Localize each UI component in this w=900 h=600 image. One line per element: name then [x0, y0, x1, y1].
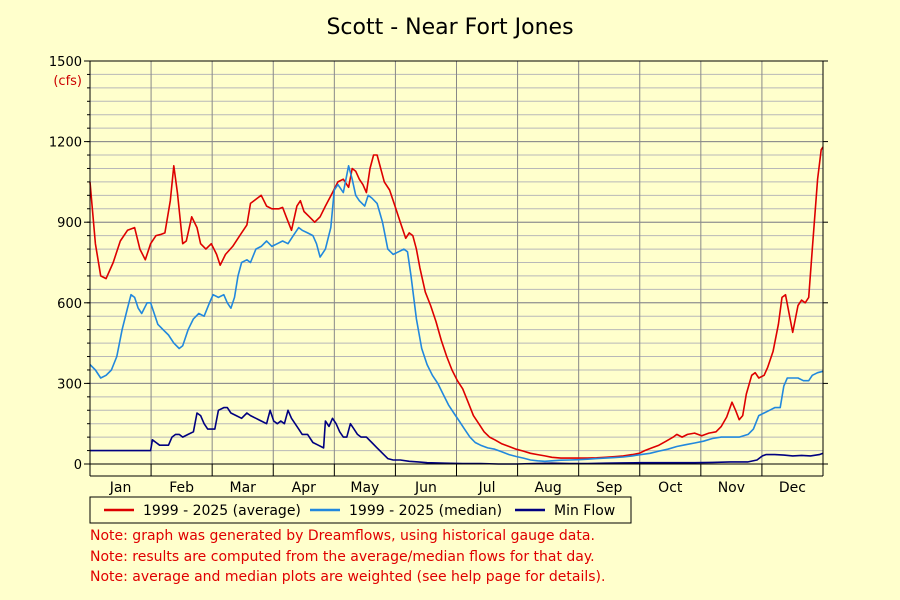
x-tick-label: Oct	[658, 480, 683, 496]
x-tick-label: Mar	[229, 480, 256, 496]
x-tick-label: Jun	[414, 480, 437, 496]
y-tick-label: 0	[74, 458, 82, 473]
legend-label: 1999 - 2025 (average)	[143, 503, 301, 519]
x-tick-label: Sep	[596, 480, 623, 496]
x-tick-label: Apr	[292, 480, 316, 496]
series-line-1	[89, 146, 824, 459]
x-tick-label: Aug	[534, 480, 561, 496]
y-tick-label: 1200	[49, 136, 82, 151]
y-tick-label: 900	[57, 216, 82, 231]
series-line-2	[89, 165, 824, 463]
legend-label: 1999 - 2025 (median)	[349, 503, 502, 519]
y-tick-label: 300	[57, 377, 82, 392]
x-tick-label: Feb	[169, 480, 194, 496]
series-layer	[89, 146, 824, 465]
x-tick-label: Jul	[478, 480, 496, 496]
axes: 0 300 600 900 1200 1500 Jan Feb Mar Apr May Jun Jul A…	[49, 55, 828, 496]
note-line-2: Note: results are computed from the aver…	[90, 549, 595, 565]
y-tick-label: 1500	[49, 55, 82, 70]
x-tick-label: Jan	[109, 480, 132, 496]
x-tick-label: May	[350, 480, 379, 496]
series-line-3	[90, 406, 824, 465]
x-tick-label: Dec	[779, 480, 806, 496]
x-tick-label: Nov	[718, 480, 745, 496]
legend-label: Min Flow	[554, 503, 615, 519]
y-axis-unit: (cfs)	[53, 74, 82, 89]
chart-title: Scott - Near Fort Jones	[326, 15, 573, 40]
note-line-3: Note: average and median plots are weigh…	[90, 569, 606, 585]
y-tick-label: 600	[57, 297, 82, 312]
legend: 1999 - 2025 (average) 1999 - 2025 (median…	[89, 496, 632, 524]
note-line-1: Note: graph was generated by Dreamflows,…	[90, 528, 595, 544]
